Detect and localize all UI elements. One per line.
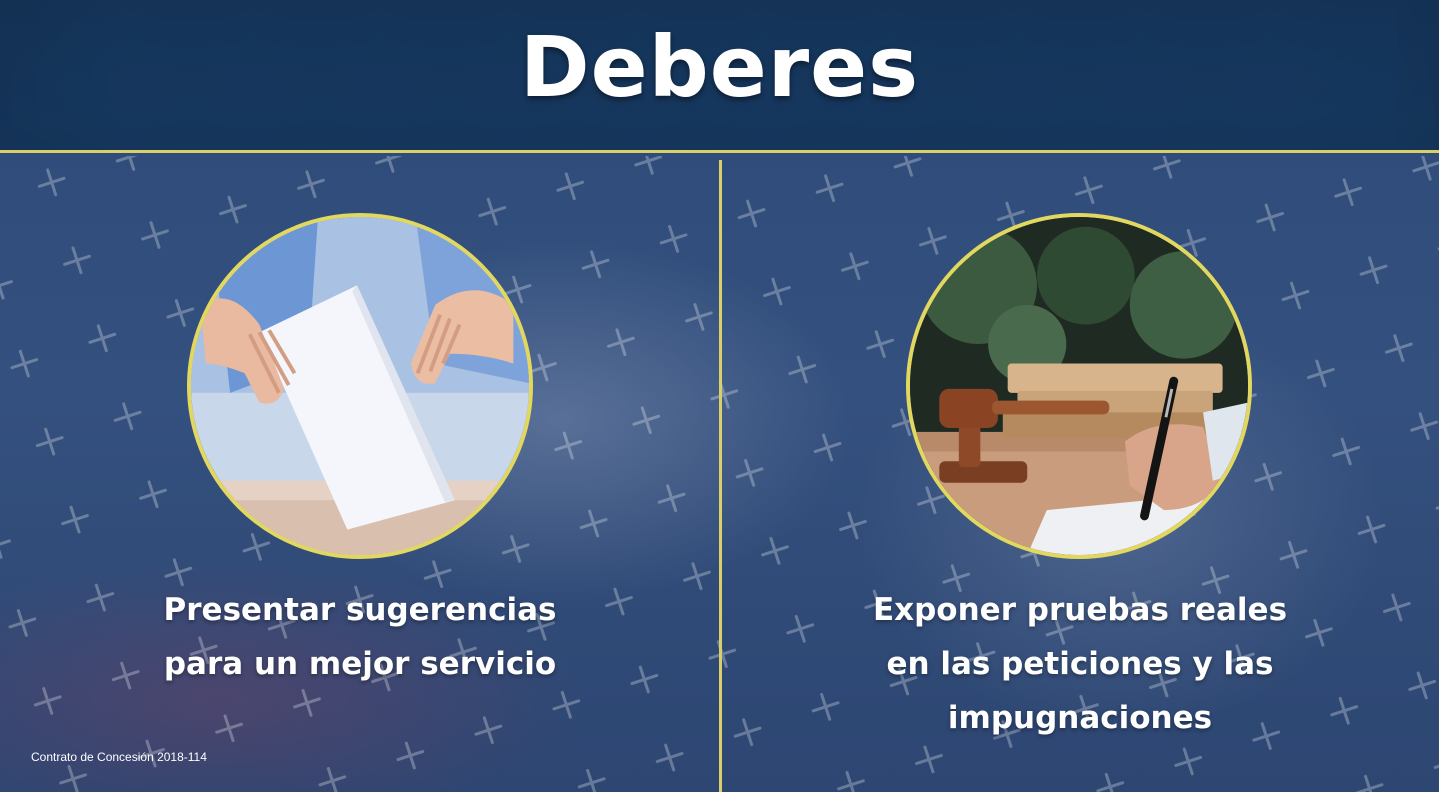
left-caption-line-2: para un mejor servicio <box>163 646 557 682</box>
center-divider <box>719 160 722 792</box>
ballot-box-image <box>187 213 533 559</box>
header-banner: Deberes <box>0 0 1439 150</box>
contract-footnote: Contrato de Concesión 2018-114 <box>31 750 207 764</box>
header-underline <box>0 150 1439 153</box>
left-caption: Presentar sugerencias para un mejor serv… <box>150 583 570 691</box>
gavel-signing-image <box>906 213 1252 559</box>
right-caption-line-1: Exponer pruebas reales <box>872 592 1288 628</box>
right-caption: Exponer pruebas reales en las peticiones… <box>860 583 1300 745</box>
page-title: Deberes <box>519 18 920 116</box>
right-caption-line-3: impugnaciones <box>947 700 1213 736</box>
left-caption-line-1: Presentar sugerencias <box>163 592 557 628</box>
right-caption-line-2: en las peticiones y las <box>886 646 1274 682</box>
